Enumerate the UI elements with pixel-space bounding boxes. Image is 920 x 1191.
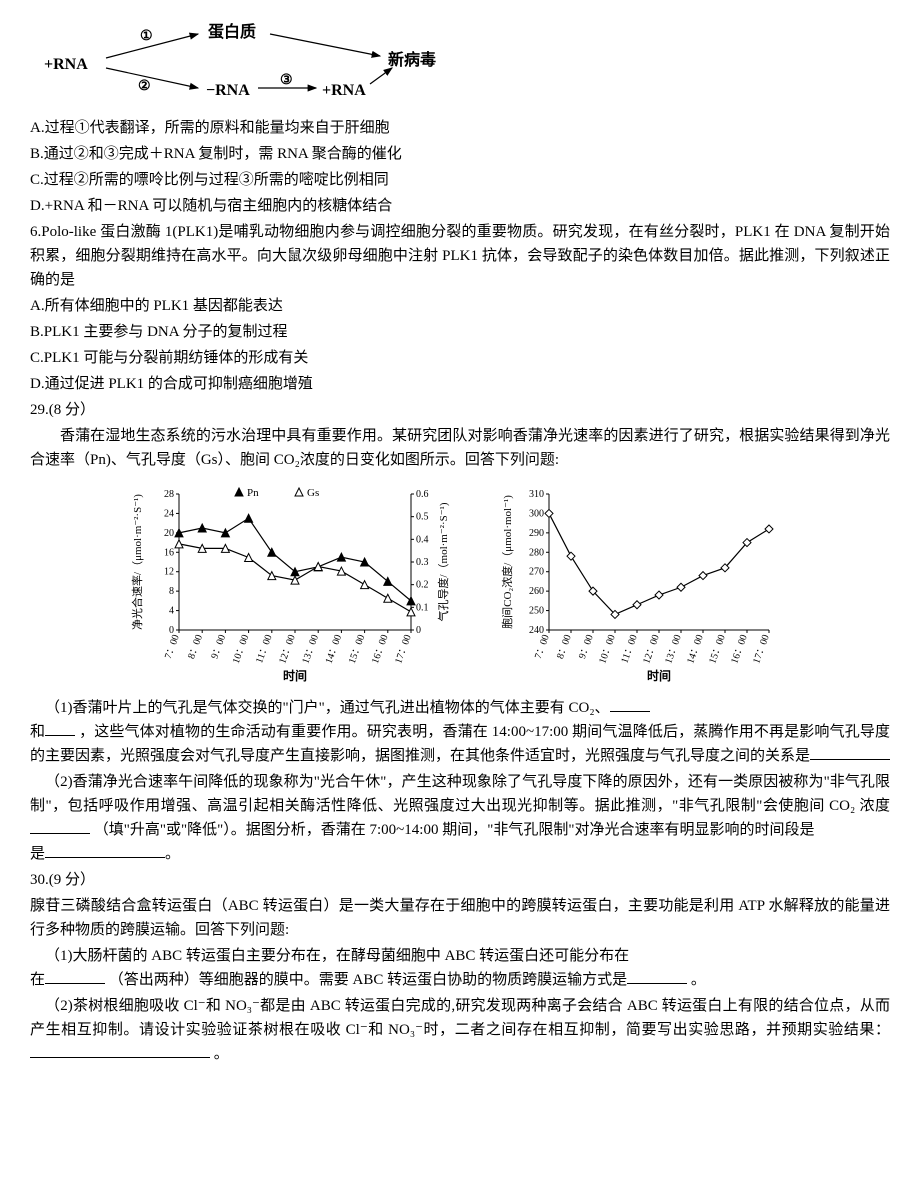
svg-text:8：00: 8：00: [555, 633, 574, 660]
blank: [45, 968, 105, 984]
svg-text:28: 28: [164, 489, 174, 500]
q29-2-text-a: （2)香蒲净光合速率午间降低的现象称为"光合午休"，产生这种现象除了气孔导度下降…: [30, 774, 890, 814]
q30-2-text-a: （2)茶树根细胞吸收 Cl⁻和 NO₃⁻都是由 ABC 转运蛋白完成的,研究发现…: [30, 998, 890, 1038]
q30-stem: 腺苷三磷酸结合盒转运蛋白（ABC 转运蛋白）是一类大量存在于细胞中的跨膜转运蛋白…: [30, 894, 890, 942]
node-plus-rna-2: +RNA: [322, 78, 366, 104]
svg-text:Gs: Gs: [307, 487, 319, 499]
svg-text:9：00: 9：00: [209, 633, 228, 660]
node-protein: 蛋白质: [208, 20, 256, 46]
q30-1-text-c: 。: [691, 972, 706, 988]
svg-text:净光合速率/（μmol·m⁻²·S⁻¹): 净光合速率/（μmol·m⁻²·S⁻¹): [130, 494, 144, 630]
svg-text:270: 270: [529, 567, 544, 578]
q30-1-text-b: （答出两种）等细胞器的膜中。需要 ABC 转运蛋白协助的物质跨膜运输方式是: [109, 972, 627, 988]
node-new-virus: 新病毒: [388, 48, 436, 74]
svg-text:0.3: 0.3: [416, 557, 429, 568]
svg-text:0.1: 0.1: [416, 602, 429, 613]
blank: [30, 1042, 210, 1058]
svg-text:17：00: 17：00: [393, 633, 414, 665]
q29-1-text-a: （1)香蒲叶片上的气孔是气体交换的"门户"，通过气孔进出植物体的气体主要有 CO…: [45, 700, 610, 716]
blank: [30, 818, 90, 834]
svg-text:16: 16: [164, 547, 174, 558]
svg-text:260: 260: [529, 586, 544, 597]
svg-text:4: 4: [169, 606, 174, 617]
svg-text:13：00: 13：00: [663, 633, 684, 665]
q6-option-c: C.PLK1 可能与分裂前期纺锤体的形成有关: [30, 346, 890, 370]
svg-text:9：00: 9：00: [577, 633, 596, 660]
diagram-label-3: ③: [280, 70, 293, 92]
svg-text:Pn: Pn: [247, 487, 259, 499]
svg-text:11：00: 11：00: [254, 633, 274, 665]
node-minus-rna: −RNA: [206, 78, 250, 104]
svg-text:290: 290: [529, 528, 544, 539]
diagram-label-1: ①: [140, 26, 153, 48]
option-b: B.通过②和③完成＋RNA 复制时，需 RNA 聚合酶的催化: [30, 142, 890, 166]
svg-text:20: 20: [164, 528, 174, 539]
option-d: D.+RNA 和－RNA 可以随机与宿主细胞内的核糖体结合: [30, 194, 890, 218]
svg-text:0.4: 0.4: [416, 534, 429, 545]
charts-row: 048121620242800.10.20.30.40.50.67：008：00…: [30, 484, 890, 684]
q6-stem: 6.Polo-like 蛋白激酶 1(PLK1)是哺乳动物细胞内参与调控细胞分裂…: [30, 220, 890, 292]
svg-text:时间: 时间: [647, 668, 671, 683]
svg-text:13：00: 13：00: [300, 633, 321, 665]
blank: [610, 696, 650, 712]
svg-text:10：00: 10：00: [597, 633, 618, 665]
q29-1-text-c: ，这些气体对植物的生命活动有重要作用。研究表明，香蒲在 14:00~17:00 …: [30, 724, 890, 764]
chart-pn-gs: 048121620242800.10.20.30.40.50.67：008：00…: [125, 484, 455, 684]
svg-text:7：00: 7：00: [163, 633, 182, 660]
diagram-label-2: ②: [138, 76, 151, 98]
svg-text:0.6: 0.6: [416, 489, 429, 500]
svg-text:10：00: 10：00: [231, 633, 252, 665]
svg-text:16：00: 16：00: [370, 633, 391, 665]
chart-co2: 2402502602702802903003107：008：009：0010：0…: [495, 484, 795, 684]
svg-text:7：00: 7：00: [533, 633, 552, 660]
blank: [810, 744, 890, 760]
q30-2: （2)茶树根细胞吸收 Cl⁻和 NO₃⁻都是由 ABC 转运蛋白完成的,研究发现…: [30, 994, 890, 1066]
svg-text:气孔导度/（mol·m⁻²·S⁻¹): 气孔导度/（mol·m⁻²·S⁻¹): [436, 502, 450, 621]
svg-text:0.5: 0.5: [416, 512, 429, 523]
option-a: A.过程①代表翻译，所需的原料和能量均来自于肝细胞: [30, 116, 890, 140]
svg-text:310: 310: [529, 489, 544, 500]
q29-1-text-b: 和: [30, 724, 45, 740]
q6-option-b: B.PLK1 主要参与 DNA 分子的复制过程: [30, 320, 890, 344]
svg-text:14：00: 14：00: [685, 633, 706, 665]
svg-text:280: 280: [529, 547, 544, 558]
svg-text:17：00: 17：00: [751, 633, 772, 665]
svg-text:胞间CO₂浓度/（μmol·mol⁻¹): 胞间CO₂浓度/（μmol·mol⁻¹): [500, 495, 514, 629]
rna-diagram: +RNA 蛋白质 −RNA +RNA 新病毒 ① ② ③: [30, 20, 470, 110]
svg-text:15：00: 15：00: [347, 633, 368, 665]
svg-text:14：00: 14：00: [324, 633, 345, 665]
svg-text:时间: 时间: [283, 668, 307, 683]
svg-text:12: 12: [164, 567, 174, 578]
svg-text:16：00: 16：00: [729, 633, 750, 665]
q29-1: （1)香蒲叶片上的气孔是气体交换的"门户"，通过气孔进出植物体的气体主要有 CO…: [30, 696, 890, 768]
blank: [627, 968, 687, 984]
svg-text:8：00: 8：00: [186, 633, 205, 660]
svg-text:12：00: 12：00: [641, 633, 662, 665]
svg-text:15：00: 15：00: [707, 633, 728, 665]
q30-2-text-b: 。: [214, 1046, 229, 1062]
q30-1: （1)大肠杆菌的 ABC 转运蛋白主要分布在，在酵母菌细胞中 ABC 转运蛋白还…: [30, 944, 890, 992]
svg-text:11：00: 11：00: [619, 633, 639, 665]
svg-text:250: 250: [529, 606, 544, 617]
q6-option-d: D.通过促进 PLK1 的合成可抑制癌细胞增殖: [30, 372, 890, 396]
q29-header: 29.(8 分）: [30, 398, 890, 422]
option-c: C.过程②所需的嘌呤比例与过程③所需的嘧啶比例相同: [30, 168, 890, 192]
svg-text:300: 300: [529, 508, 544, 519]
q30-1-text-a: （1)大肠杆菌的 ABC 转运蛋白主要分布在，在酵母菌细胞中 ABC 转运蛋白还…: [45, 948, 629, 964]
blank: [45, 842, 165, 858]
q29-2-text-b: （填"升高"或"降低"）。据图分析，香蒲在 7:00~14:00 期间，"非气孔…: [94, 822, 815, 838]
q30-header: 30.(9 分）: [30, 868, 890, 892]
svg-text:24: 24: [164, 508, 174, 519]
blank: [45, 720, 75, 736]
q29-2: （2)香蒲净光合速率午间降低的现象称为"光合午休"，产生这种现象除了气孔导度下降…: [30, 770, 890, 866]
svg-text:0: 0: [416, 625, 421, 636]
svg-text:0.2: 0.2: [416, 580, 429, 591]
q6-option-a: A.所有体细胞中的 PLK1 基因都能表达: [30, 294, 890, 318]
svg-text:12：00: 12：00: [277, 633, 298, 665]
svg-text:8: 8: [169, 586, 174, 597]
node-plus-rna: +RNA: [44, 52, 88, 78]
q29-stem: 香蒲在湿地生态系统的污水治理中具有重要作用。某研究团队对影响香蒲净光速率的因素进…: [30, 424, 890, 472]
